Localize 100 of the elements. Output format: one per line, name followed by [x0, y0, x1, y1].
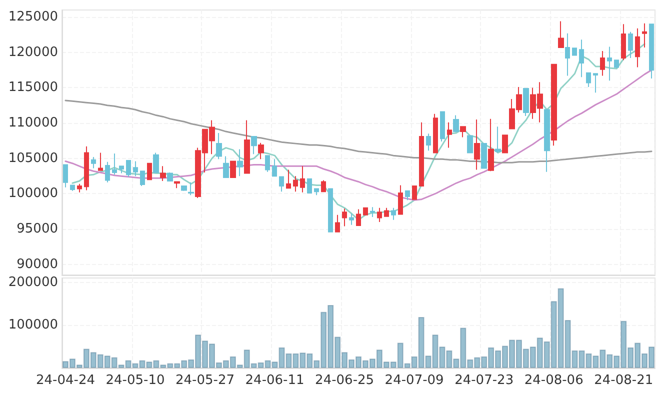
x-tick-label: 24-06-25 — [315, 373, 374, 388]
x-tick-label: 24-07-23 — [454, 373, 514, 388]
candlestick — [105, 161, 110, 183]
x-tick-label: 24-05-10 — [106, 373, 165, 388]
y-tick-label: 115000 — [8, 80, 58, 96]
y-tick-label: 125000 — [8, 10, 58, 25]
candlestick — [119, 166, 124, 174]
candlestick — [481, 143, 487, 169]
candlestick — [621, 24, 626, 61]
candlestick — [258, 142, 264, 160]
candlestick — [391, 207, 396, 220]
candlestick — [98, 152, 103, 171]
candlestick — [321, 180, 326, 192]
y-tick-label: 100000 — [8, 186, 58, 202]
candlestick — [495, 126, 501, 154]
candlestick — [265, 155, 270, 172]
candlestick — [160, 166, 166, 182]
candlestick — [237, 148, 243, 177]
y-tick-label: 90000 — [16, 256, 58, 272]
x-tick-label: 24-06-11 — [245, 373, 304, 388]
y-tick-label: 95000 — [16, 222, 58, 237]
candlestick — [126, 160, 131, 178]
line-series — [72, 43, 646, 221]
candlestick — [370, 206, 375, 218]
candlestick — [84, 146, 89, 191]
candlestick — [419, 122, 424, 186]
candlestick — [356, 208, 361, 226]
candlestick — [523, 88, 529, 116]
candlestick — [398, 184, 403, 215]
candlestick — [140, 170, 145, 186]
candlestick — [300, 166, 305, 193]
x-tick-label: 24-08-21 — [594, 373, 654, 388]
x-tick-label: 24-05-27 — [176, 373, 235, 388]
candlestick — [328, 188, 333, 232]
candlestick — [440, 111, 445, 142]
candlestick — [314, 188, 319, 196]
candlestick — [112, 152, 117, 176]
y-tick-label: 105000 — [8, 150, 58, 166]
candlestick — [167, 172, 173, 182]
candlestick — [586, 72, 591, 88]
candlestick — [544, 109, 550, 172]
y-tick-label: 110000 — [8, 116, 58, 131]
candlestick — [335, 214, 340, 232]
candlestick — [642, 22, 647, 48]
candlestick — [63, 164, 68, 188]
candlestick — [384, 207, 389, 217]
line-series — [64, 100, 652, 164]
candlestick — [593, 73, 598, 94]
x-tick-label: 24-08-06 — [524, 373, 584, 388]
candlestick — [293, 176, 298, 192]
candlestick — [91, 156, 96, 169]
candlestick — [460, 126, 466, 138]
candlestick — [635, 28, 640, 68]
candlestick — [565, 32, 570, 76]
candlestick — [147, 162, 152, 180]
candlestick — [188, 182, 194, 196]
candlestick — [412, 185, 417, 200]
candlestick — [502, 134, 508, 154]
candlestick — [307, 178, 312, 194]
candlestick — [607, 46, 612, 82]
candlestick — [488, 118, 494, 172]
candlestick — [244, 120, 250, 174]
y-tick-label: 100000 — [8, 318, 58, 333]
candlestick — [153, 152, 159, 174]
candlestick — [551, 64, 557, 146]
candlestick — [363, 207, 368, 216]
candlestick — [133, 160, 138, 177]
candlestick — [628, 31, 633, 59]
candlestick — [558, 20, 564, 48]
candlestick — [181, 185, 187, 192]
candlestick — [174, 181, 180, 189]
candlestick — [600, 50, 605, 76]
candlestick — [614, 60, 619, 68]
candlestick — [447, 122, 452, 148]
candlestick — [474, 119, 480, 170]
candlestick — [349, 213, 354, 226]
candlestick — [223, 156, 229, 178]
candlestick — [70, 184, 75, 192]
candlestick — [433, 113, 438, 154]
candlestick — [216, 132, 222, 160]
y-tick-label: 200000 — [8, 274, 58, 290]
candlestick — [377, 207, 382, 222]
candlestick — [649, 24, 654, 80]
candlestick — [251, 136, 257, 155]
candlestick — [453, 114, 459, 133]
candlestick — [272, 158, 277, 177]
candlestick — [342, 208, 347, 227]
candlestick — [230, 160, 236, 178]
candlestick — [77, 183, 82, 193]
candlestick — [467, 135, 473, 154]
x-tick-label: 24-04-24 — [36, 373, 95, 388]
candlestick — [579, 39, 584, 78]
candlestick — [405, 190, 410, 201]
x-tick-label: 24-07-09 — [384, 373, 444, 388]
candlestick — [572, 48, 577, 56]
candlestick — [426, 133, 431, 152]
line-series — [64, 69, 652, 201]
y-tick-label: 120000 — [8, 44, 58, 60]
candlestick — [279, 176, 284, 192]
candlestick — [286, 169, 291, 189]
